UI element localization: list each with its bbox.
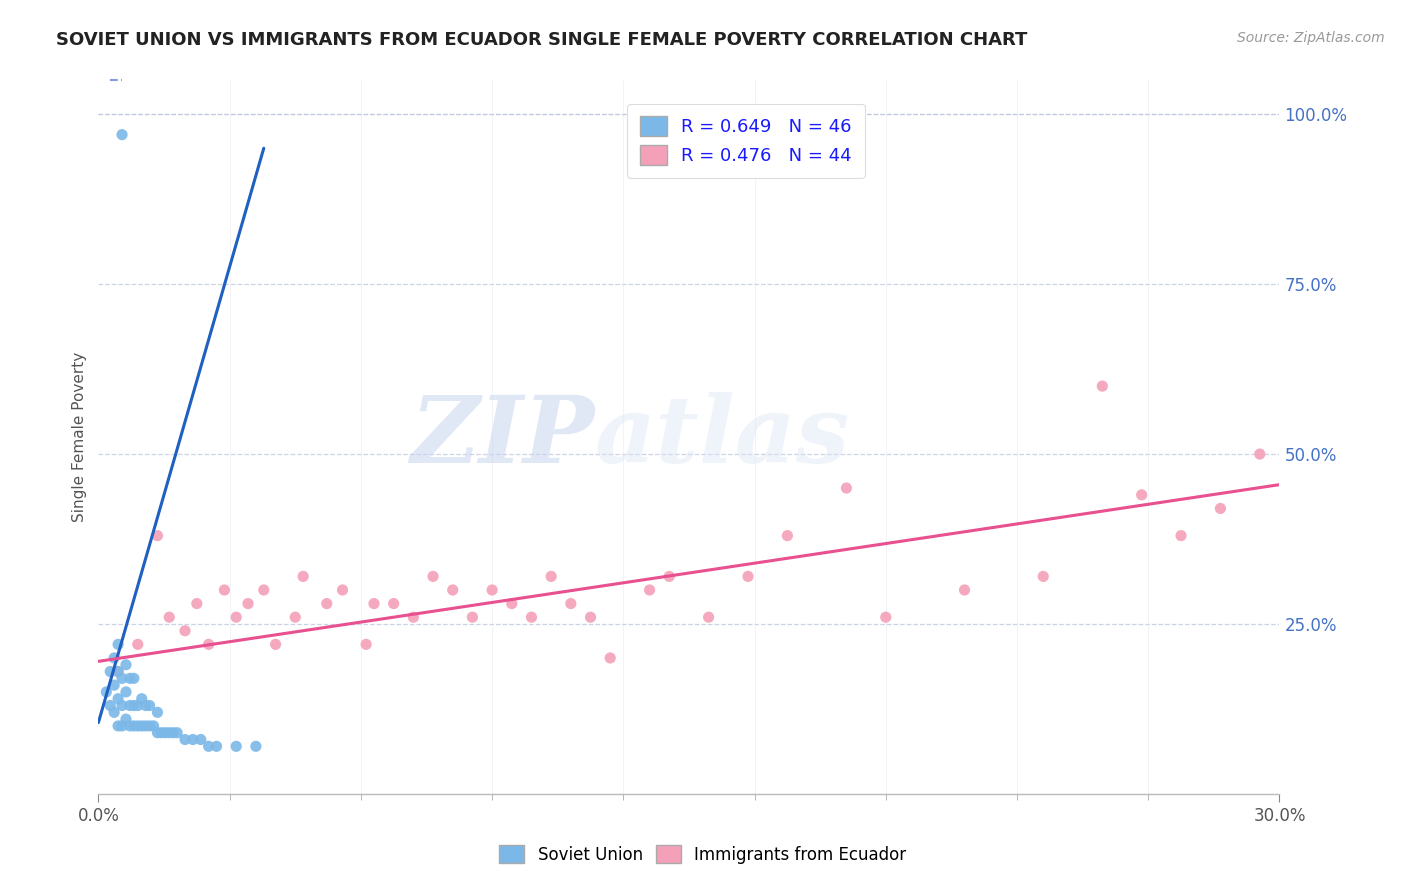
Point xyxy=(142,719,165,733)
Point xyxy=(363,597,385,611)
Point xyxy=(1170,528,1192,542)
Point xyxy=(155,725,177,739)
Point xyxy=(135,698,157,713)
Point xyxy=(638,582,661,597)
Point xyxy=(197,739,219,754)
Point xyxy=(953,582,976,597)
Legend: Soviet Union, Immigrants from Ecuador: Soviet Union, Immigrants from Ecuador xyxy=(492,838,914,871)
Point xyxy=(103,651,125,665)
Text: atlas: atlas xyxy=(595,392,849,482)
Point xyxy=(190,732,212,747)
Point xyxy=(835,481,858,495)
Point xyxy=(115,685,138,699)
Point xyxy=(737,569,759,583)
Point xyxy=(122,698,145,713)
Text: Source: ZipAtlas.com: Source: ZipAtlas.com xyxy=(1237,31,1385,45)
Point xyxy=(875,610,897,624)
Point xyxy=(441,582,464,597)
Point xyxy=(131,691,153,706)
Point xyxy=(422,569,444,583)
Point xyxy=(292,569,315,583)
Point xyxy=(520,610,543,624)
Legend: R = 0.649   N = 46, R = 0.476   N = 44: R = 0.649 N = 46, R = 0.476 N = 44 xyxy=(627,103,865,178)
Point xyxy=(658,569,681,583)
Point xyxy=(315,597,337,611)
Point xyxy=(264,637,287,651)
Point xyxy=(186,597,208,611)
Point xyxy=(157,725,180,739)
Point xyxy=(111,698,134,713)
Point xyxy=(540,569,562,583)
Point xyxy=(98,665,121,679)
Point xyxy=(579,610,602,624)
Point xyxy=(481,582,503,597)
Point xyxy=(107,719,129,733)
Point xyxy=(107,665,129,679)
Point xyxy=(150,725,173,739)
Point xyxy=(354,637,377,651)
Point xyxy=(111,719,134,733)
Point xyxy=(138,719,160,733)
Point xyxy=(166,725,188,739)
Point xyxy=(157,610,180,624)
Point xyxy=(135,719,157,733)
Text: SOVIET UNION VS IMMIGRANTS FROM ECUADOR SINGLE FEMALE POVERTY CORRELATION CHART: SOVIET UNION VS IMMIGRANTS FROM ECUADOR … xyxy=(56,31,1028,49)
Point xyxy=(107,665,129,679)
Point xyxy=(122,671,145,685)
Point xyxy=(118,671,141,685)
Point xyxy=(131,719,153,733)
Point xyxy=(107,637,129,651)
Point xyxy=(103,678,125,692)
Point xyxy=(127,719,149,733)
Point xyxy=(118,719,141,733)
Point xyxy=(1249,447,1271,461)
Point xyxy=(225,610,247,624)
Point xyxy=(461,610,484,624)
Point xyxy=(162,725,184,739)
Point xyxy=(501,597,523,611)
Point xyxy=(146,528,169,542)
Point xyxy=(560,597,582,611)
Point xyxy=(332,582,354,597)
Point xyxy=(253,582,276,597)
Point xyxy=(115,712,138,726)
Point xyxy=(127,637,149,651)
Point xyxy=(96,685,118,699)
Point xyxy=(107,691,129,706)
Point xyxy=(111,671,134,685)
Point xyxy=(111,128,134,142)
Point xyxy=(697,610,720,624)
Point xyxy=(382,597,405,611)
Point xyxy=(146,706,169,720)
Point xyxy=(197,637,219,651)
Point xyxy=(174,732,197,747)
Point xyxy=(245,739,267,754)
Point xyxy=(1130,488,1153,502)
Point xyxy=(236,597,259,611)
Point xyxy=(214,582,236,597)
Point xyxy=(115,657,138,672)
Point xyxy=(205,739,228,754)
Point xyxy=(1032,569,1054,583)
Point xyxy=(1091,379,1114,393)
Point xyxy=(181,732,204,747)
Point xyxy=(146,725,169,739)
Text: ZIP: ZIP xyxy=(411,392,595,482)
Point xyxy=(1209,501,1232,516)
Point xyxy=(284,610,307,624)
Point xyxy=(174,624,197,638)
Point xyxy=(103,706,125,720)
Point xyxy=(225,739,247,754)
Point xyxy=(127,698,149,713)
Point xyxy=(138,698,160,713)
Point xyxy=(118,698,141,713)
Point xyxy=(776,528,799,542)
Point xyxy=(98,698,121,713)
Point xyxy=(122,719,145,733)
Point xyxy=(402,610,425,624)
Y-axis label: Single Female Poverty: Single Female Poverty xyxy=(72,352,87,522)
Point xyxy=(599,651,621,665)
